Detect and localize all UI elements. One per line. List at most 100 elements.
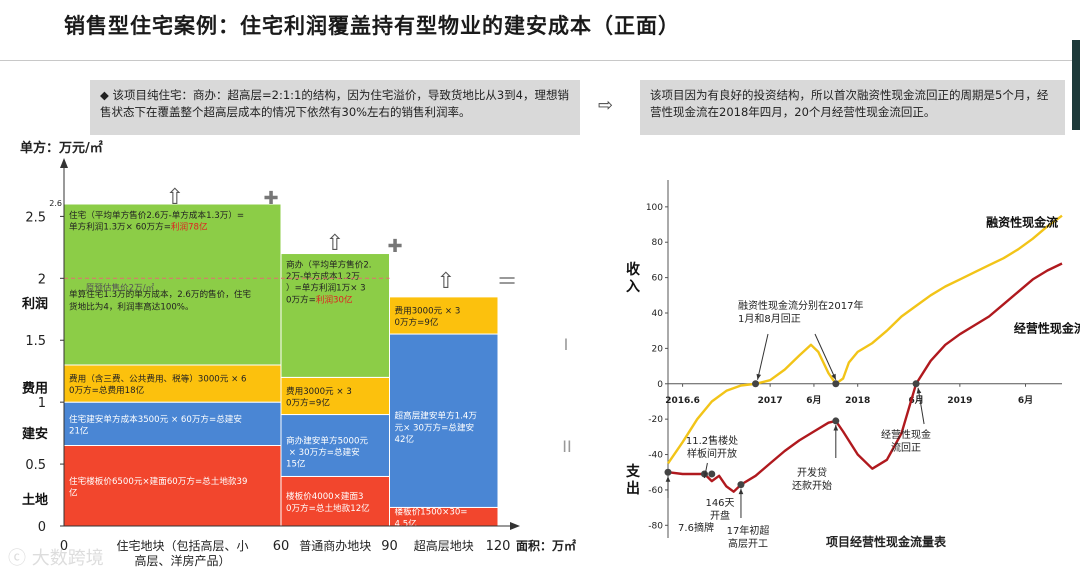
cost-profit-chart: 单方：万元/㎡ 住宅楼板价6500元×建面60万方=总土地款39 亿住宅建安单方成… bbox=[20, 140, 576, 568]
expense-label: 支出 bbox=[625, 463, 641, 497]
line-y-tick-label: -60 bbox=[648, 486, 663, 496]
line-y-tick-label: 0 bbox=[657, 380, 663, 390]
cashflow-marker bbox=[912, 380, 920, 388]
cashflow-chart: -80 -60 -40 -20 0 20 40 60 80 100 2016.6 2017 6月 2018… bbox=[625, 180, 1080, 550]
financing-cashflow-line bbox=[667, 214, 1063, 465]
up-arrow-icon: ⇧ bbox=[166, 185, 184, 210]
x-axis-arrow bbox=[510, 522, 520, 530]
callout-arrow-head bbox=[916, 387, 922, 394]
y-tick-label: 1.5 bbox=[25, 334, 46, 349]
pause-mark: II bbox=[562, 437, 571, 456]
title-divider bbox=[0, 60, 1080, 61]
line-y-tick-label: -80 bbox=[648, 521, 663, 531]
bar-segment-label: 商办建安单方5000元 × 30万方=总建安 15亿 bbox=[286, 435, 368, 470]
cashflow-marker bbox=[664, 468, 672, 476]
x-tick-label: 0 bbox=[60, 539, 68, 554]
column-category-label: 普通商办地块 bbox=[299, 538, 371, 553]
line-y-tick-label: 40 bbox=[652, 309, 664, 319]
line-y-tick-label: 20 bbox=[652, 344, 664, 354]
line-x-tick-label: 2017 bbox=[758, 396, 783, 406]
category-ylabel: 建安 bbox=[22, 426, 48, 442]
bar-segment-label: 费用（含三费、公共费用、税等）3000元 × 6 0万方=总费用18亿 bbox=[69, 373, 247, 397]
x-tick-label: 120 bbox=[486, 539, 511, 554]
category-ylabel: 利润 bbox=[22, 296, 48, 312]
callout-arrow bbox=[814, 333, 837, 380]
bar-segment-expense bbox=[389, 296, 499, 335]
line-x-tick-label: 6月 bbox=[806, 395, 821, 406]
bar-segment-label: 费用3000元 × 3 0万方=9亿 bbox=[286, 385, 352, 409]
bar-segment-construction bbox=[389, 333, 499, 508]
line-y-tick-label: 60 bbox=[652, 274, 664, 284]
callout-operating-positive: 经营性现金流回正 bbox=[881, 428, 931, 454]
operating-series-label: 经营性现金流 bbox=[1014, 320, 1080, 335]
y-tick-label: 0.5 bbox=[25, 458, 46, 473]
x-tick-label: 90 bbox=[381, 539, 398, 554]
callout-arrow-head bbox=[738, 488, 744, 495]
bar-segment-expense bbox=[280, 376, 390, 416]
bar-segment-label: 住宅建安单方成本3500元 × 60万方=总建安 21亿 bbox=[69, 413, 242, 437]
callout-opening: 146天开盘 bbox=[705, 498, 734, 522]
column-category-label: 住宅地块（包括高层、小高层、洋房产品） bbox=[116, 538, 248, 568]
callout-arrow-head bbox=[703, 472, 708, 478]
side-accent-bar bbox=[1072, 40, 1080, 130]
bar-segment-label: 住宅（平均单方售价2.6万-单方成本1.3万）=单方利润1.3万× 60万方=利… bbox=[69, 209, 244, 233]
line-x-tick-label: 6月 bbox=[908, 395, 923, 406]
callout-arrow bbox=[757, 333, 769, 380]
callout-arrow-head bbox=[831, 373, 836, 380]
callout-loan-repayment: 开发贷还款开始 bbox=[792, 466, 832, 492]
line-y-tick-label: 100 bbox=[646, 203, 663, 213]
callout-arrow-head bbox=[756, 373, 762, 380]
income-label: 收入 bbox=[626, 261, 641, 295]
right-arrow-icon: ⇨ bbox=[598, 95, 614, 116]
bar-segment-label: 楼板价4000×建面3 0万方=总土地款12亿 bbox=[286, 490, 370, 514]
summary-box-left: ◆ 该项目纯住宅：商办：超高层=2:1:1的结构，因为住宅溢价，导致货地比从3到… bbox=[90, 80, 580, 135]
cashflow-marker bbox=[832, 380, 840, 388]
y-axis-arrow bbox=[60, 158, 68, 168]
line-x-tick-label: 2016.6 bbox=[665, 396, 700, 406]
operating-cashflow-line bbox=[667, 262, 1063, 493]
pause-mark: I bbox=[564, 335, 569, 354]
bar-segment-label: 超高层建安单方1.4万元× 30万方=总建安 42亿 bbox=[395, 410, 478, 445]
line-x-tick-label: 6月 bbox=[1018, 395, 1033, 406]
cashflow-chart-title: 项目经营性现金流量表 bbox=[826, 534, 947, 549]
y-tick-label: 0 bbox=[38, 520, 46, 535]
cashflow-marker bbox=[737, 481, 745, 489]
y-tick-label: 2.5 bbox=[25, 210, 46, 225]
y-tick-label: 2 bbox=[38, 272, 46, 287]
bar-segment-construction bbox=[280, 414, 390, 477]
x-tick-label: 60 bbox=[273, 539, 290, 554]
plus-icon: ✚ bbox=[263, 188, 278, 209]
up-arrow-icon: ⇧ bbox=[437, 269, 455, 294]
category-ylabel: 土地 bbox=[22, 492, 48, 508]
column-category-label: 超高层地块 bbox=[414, 538, 474, 553]
line-x-tick-label: 2019 bbox=[947, 396, 972, 406]
callout-land-acquisition: 7.6摘牌 bbox=[678, 521, 714, 534]
watermark: ⓒ 大数跨境 bbox=[8, 548, 104, 569]
cashflow-marker bbox=[752, 380, 760, 388]
category-ylabel: 费用 bbox=[22, 380, 48, 396]
callout-arrow-head bbox=[833, 424, 839, 431]
line-y-tick-label: -20 bbox=[648, 415, 663, 425]
reference-line-label: 原预估售价2万/㎡ bbox=[86, 281, 155, 293]
callout-arrow-head bbox=[665, 476, 671, 482]
callout-arrow bbox=[917, 387, 925, 425]
line-x-tick-label: 2018 bbox=[845, 396, 870, 406]
profit-note: 单算住宅1.3万的单方成本，2.6万的售价，住宅货地比为4，利润率高达100%。 bbox=[69, 288, 251, 313]
bar-segment-land bbox=[63, 445, 282, 527]
page-title: 销售型住宅案例：住宅利润覆盖持有型物业的建安成本（正面） bbox=[64, 14, 680, 38]
y-top-tick-label: 2.6 bbox=[49, 199, 62, 208]
line-y-tick-label: 80 bbox=[652, 238, 664, 248]
callout-financing-positive: 融资性现金流分别在2017年 1月和8月回正 bbox=[738, 299, 863, 325]
bar-segment-label: 费用3000元 × 3 0万方=9亿 bbox=[395, 304, 461, 328]
bar-xlabel: 面积：万㎡ bbox=[516, 538, 576, 553]
y-tick-label: 1 bbox=[38, 396, 46, 411]
financing-series-label: 融资性现金流 bbox=[986, 214, 1058, 229]
up-arrow-icon: ⇧ bbox=[326, 231, 344, 256]
plus-icon: ✚ bbox=[387, 236, 402, 257]
bar-segment-label: 商办（平均单方售价2. 2万-单方成本1.2万）=单方利润1万× 3 0万方=利润3… bbox=[286, 259, 372, 306]
summary-box-right: 该项目因为有良好的投资结构，所以首次融资性现金流回正的周期是5个月，经营性现金流… bbox=[640, 80, 1065, 135]
callout-supertall-start: 17年初超高层开工 bbox=[727, 524, 770, 550]
line-y-tick-label: -40 bbox=[648, 451, 663, 461]
cashflow-marker bbox=[832, 417, 840, 425]
bar-ylabel: 单方：万元/㎡ bbox=[20, 140, 103, 156]
